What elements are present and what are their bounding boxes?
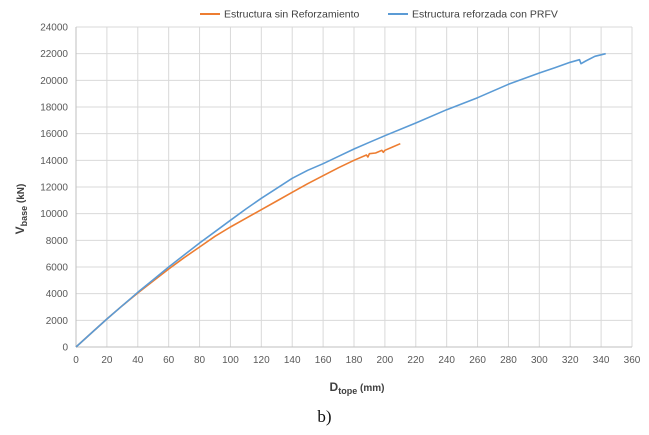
x-tick-label: 260: [469, 355, 486, 366]
y-tick-label: 6000: [46, 263, 69, 274]
x-tick-label: 80: [194, 355, 206, 366]
x-tick-label: 340: [593, 355, 610, 366]
y-tick-label: 4000: [46, 289, 69, 300]
x-tick-label: 140: [284, 355, 301, 366]
x-tick-label: 120: [253, 355, 270, 366]
legend: Estructura sin Reforzamiento Estructura r…: [200, 9, 558, 21]
chart: 0200040006000800010000120001400016000180…: [13, 9, 641, 397]
y-tick-label: 8000: [46, 236, 69, 247]
y-tick-label: 20000: [40, 76, 68, 87]
x-tick-label: 100: [222, 355, 239, 366]
x-tick-label: 60: [163, 355, 175, 366]
y-tick-label: 18000: [40, 103, 68, 114]
x-tick-label: 0: [73, 355, 79, 366]
legend-label-1: Estructura sin Reforzamiento: [224, 9, 360, 21]
y-tick-label: 14000: [40, 156, 68, 167]
series-line-1: [75, 142, 401, 348]
series-line-2: [75, 52, 606, 348]
axes: [75, 27, 632, 348]
x-tick-label: 160: [315, 355, 332, 366]
y-tick-label: 10000: [40, 209, 68, 220]
y-tick-label: 12000: [40, 183, 68, 194]
series-lines: [75, 52, 606, 348]
x-tick-label: 360: [624, 355, 641, 366]
y-tick-label: 16000: [40, 129, 68, 140]
x-tick-label: 180: [346, 355, 363, 366]
x-tick-label: 20: [101, 355, 113, 366]
legend-label-2: Estructura reforzada con PRFV: [412, 9, 558, 21]
y-tick-label: 22000: [40, 49, 68, 60]
x-tick-label: 240: [438, 355, 455, 366]
figure-caption: b): [317, 407, 332, 426]
x-tick-label: 40: [132, 355, 144, 366]
y-tick-label: 2000: [46, 316, 69, 327]
y-tick-label: 24000: [40, 23, 68, 34]
x-tick-label: 280: [500, 355, 517, 366]
y-tick-label: 0: [62, 343, 68, 354]
x-tick-labels: 0 20 40 60 80 100 120 140 160 180 200 220 240 260 280 3…: [73, 355, 641, 366]
x-tick-label: 220: [407, 355, 424, 366]
grid-lines: [76, 26, 633, 347]
x-tick-label: 200: [377, 355, 394, 366]
x-axis-title: Dtope (mm): [330, 380, 385, 396]
x-tick-label: 320: [562, 355, 579, 366]
x-tick-label: 300: [531, 355, 548, 366]
y-tick-labels: 0 2000 4000 6000 8000 10000 12000 14000 16000 180…: [40, 23, 68, 354]
y-axis-title: Vbase (kN): [13, 184, 29, 235]
